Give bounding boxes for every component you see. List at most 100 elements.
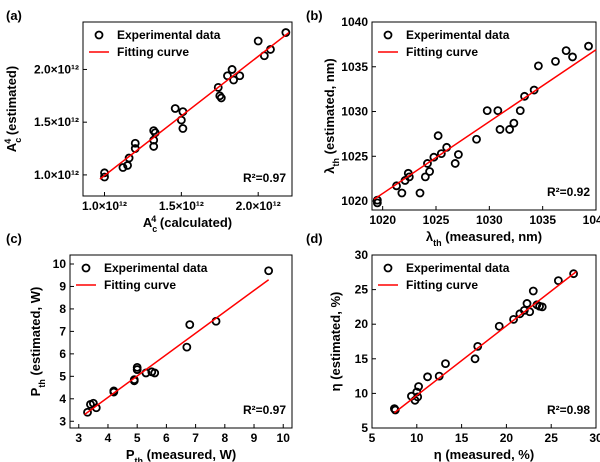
- data-point: [551, 56, 560, 66]
- data-point: [178, 124, 188, 133]
- data-point: [150, 368, 160, 378]
- data-point: [124, 153, 134, 163]
- y-tick-label: 1020: [341, 194, 368, 208]
- data-point: [509, 118, 519, 128]
- data-point: [229, 75, 239, 85]
- x-tick-label: 25: [545, 431, 559, 445]
- y-tick-label: 20: [355, 317, 369, 331]
- legend-label: Experimental data: [406, 28, 510, 42]
- panel-label: (a): [6, 8, 22, 23]
- data-point: [397, 188, 407, 198]
- y-tick-label: 2.0×10¹²: [34, 62, 79, 76]
- y-tick-label: 4: [59, 392, 66, 406]
- data-point: [185, 320, 195, 330]
- fit-line: [373, 49, 597, 200]
- legend-swatch: [94, 30, 104, 40]
- data-point: [227, 65, 237, 74]
- x-tick-label: 30: [589, 431, 600, 445]
- y-axis-label-part: η (estimated, %): [328, 292, 343, 392]
- y-axis-label-part: λ: [322, 166, 337, 174]
- x-axis-label-part: 4: [151, 214, 156, 224]
- y-axis-label: λth (estimated, nm): [322, 58, 341, 173]
- x-axis-label-part: th: [433, 238, 442, 248]
- r-squared: R²=0.97: [243, 171, 286, 185]
- x-tick-label: 1025: [423, 213, 450, 227]
- x-axis-label-part: A: [143, 215, 153, 230]
- x-tick-label: 4: [105, 431, 112, 445]
- panel: (d) 5 10 15 20 25 30 5 10 15 20 25 30 η (measured, %)…: [306, 231, 600, 462]
- y-tick-label: 1030: [341, 105, 368, 119]
- data-point: [423, 372, 432, 382]
- x-tick-label: 2.0×10¹²: [236, 199, 281, 213]
- data-point: [553, 276, 563, 286]
- x-axis-label: Pth (measured, W): [126, 447, 236, 462]
- data-point: [568, 52, 577, 62]
- y-tick-label: 5: [361, 421, 368, 435]
- data-point: [425, 167, 435, 176]
- x-tick-label: 9: [251, 431, 258, 445]
- x-tick-label: 10: [410, 431, 424, 445]
- data-point: [130, 138, 140, 148]
- y-axis-label-part: P: [28, 387, 43, 396]
- legend-label: Experimental data: [117, 28, 221, 42]
- r-squared: R²=0.97: [243, 403, 286, 417]
- data-point: [423, 159, 432, 168]
- y-tick-label: 1.5×10¹²: [34, 115, 79, 129]
- x-axis-label: η (measured, %): [434, 447, 534, 462]
- data-point: [584, 41, 593, 51]
- data-point: [83, 407, 92, 417]
- x-tick-label: 1040: [583, 213, 600, 227]
- legend-label: Fitting curve: [104, 278, 176, 292]
- legend-label: Fitting curve: [406, 45, 478, 59]
- x-axis-label-part: c: [152, 224, 157, 234]
- x-tick-label: 5: [134, 431, 141, 445]
- legend-label: Fitting curve: [406, 278, 478, 292]
- data-point: [182, 342, 192, 352]
- y-tick-label: 5: [59, 369, 66, 383]
- y-axis-label-part: (estimated, W): [28, 287, 43, 379]
- plot-frame: [69, 254, 293, 429]
- data-point: [420, 172, 430, 182]
- x-axis-label-part: (calculated): [156, 215, 232, 230]
- y-tick-label: 6: [59, 347, 66, 361]
- x-axis-label-part: (measured, nm): [442, 229, 542, 244]
- data-point: [415, 188, 425, 198]
- r-squared: R²=0.98: [547, 403, 590, 417]
- data-point: [436, 149, 446, 159]
- panel-label: (b): [306, 8, 323, 23]
- x-axis-label-part: η (measured, %): [434, 447, 534, 462]
- data-point: [118, 163, 128, 172]
- y-tick-label: 1.0×10¹²: [34, 168, 79, 182]
- data-point: [515, 106, 525, 116]
- data-point: [495, 125, 505, 134]
- data-point: [404, 172, 414, 182]
- y-axis-label: Pth (estimated, W): [28, 287, 47, 397]
- x-tick-label: 1.5×10¹²: [159, 199, 204, 213]
- y-tick-label: 9: [59, 279, 66, 293]
- x-tick-label: 7: [192, 431, 199, 445]
- y-axis-label: Ac4 (estimated): [3, 66, 23, 152]
- data-point: [494, 321, 504, 331]
- y-axis-label: η (estimated, %): [328, 292, 343, 392]
- y-axis-label-part: th: [331, 158, 341, 167]
- y-tick-label: 10: [355, 386, 369, 400]
- y-tick-label: 1040: [341, 15, 368, 29]
- data-point: [253, 36, 263, 46]
- y-axis-label-part: A: [4, 142, 19, 152]
- data-point: [264, 266, 274, 276]
- data-point: [505, 125, 515, 134]
- x-axis-label: λth (measured, nm): [426, 229, 542, 248]
- data-point: [149, 142, 159, 151]
- data-point: [213, 82, 223, 92]
- legend-swatch: [81, 263, 91, 273]
- data-point: [473, 341, 483, 351]
- x-tick-label: 3: [75, 431, 82, 445]
- x-axis-label: Ac4 (calculated): [143, 214, 232, 234]
- data-point: [522, 299, 532, 308]
- r-squared: R²=0.92: [547, 185, 590, 199]
- panel-label: (d): [306, 231, 323, 246]
- data-point: [470, 354, 480, 364]
- y-tick-label: 25: [355, 283, 369, 297]
